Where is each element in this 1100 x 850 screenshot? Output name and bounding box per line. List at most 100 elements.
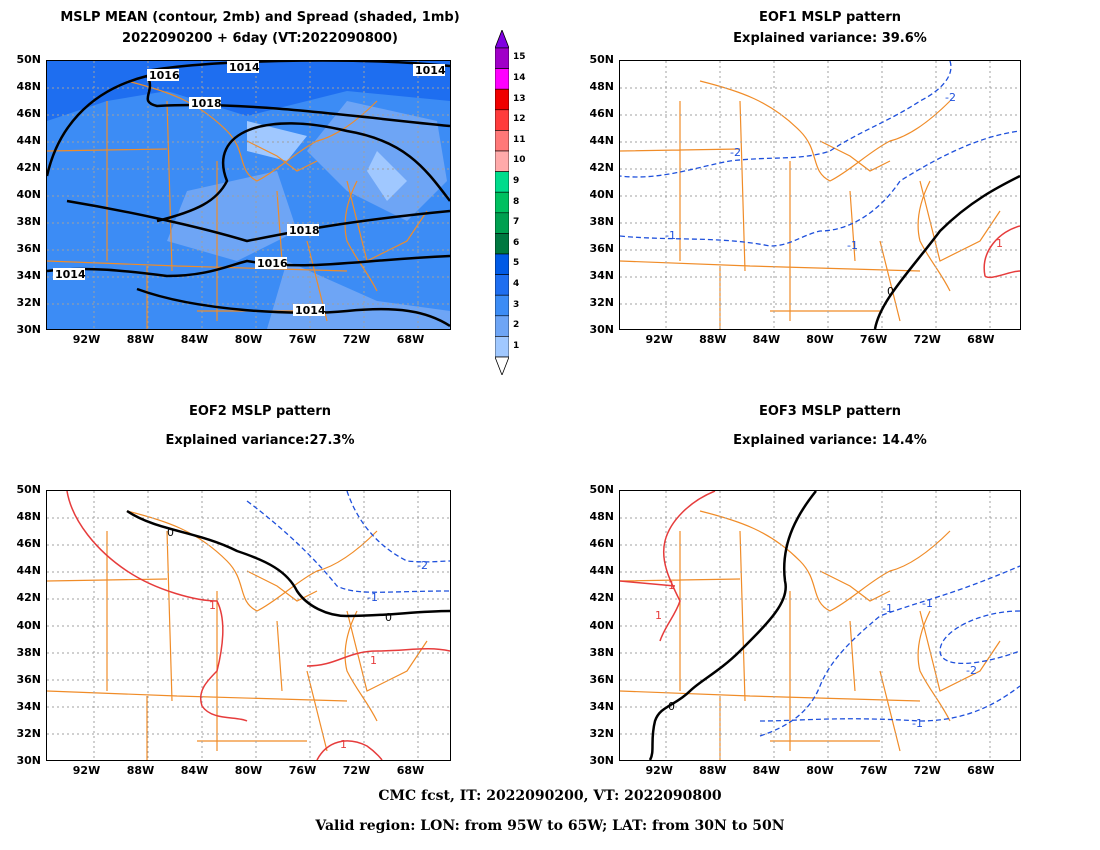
latitude-tick-label: 46N [16,537,41,551]
longitude-tick-label: 80W [234,764,263,777]
longitude-tick-label: 72W [342,333,371,346]
longitude-tick-label: 72W [913,333,941,346]
colorbar-label: 12 [513,114,526,125]
latitude-tick-label: 32N [589,726,614,740]
latitude-tick-label: 38N [16,645,41,659]
latitude-tick-label: 34N [589,699,614,713]
colorbar-swatch [495,47,509,69]
longitude-tick-label: 92W [72,333,101,346]
latitude-tick-label: 46N [16,107,41,120]
eof2-title-line2: Explained variance:27.3% [165,433,355,448]
eof3-contour-label: 1 [668,579,675,592]
latitude-tick-label: 40N [16,618,41,632]
eof3-contour-label: 1 [655,609,662,622]
colorbar-swatch [495,109,509,131]
mean-contour-label: 1016 [149,69,180,82]
latitude-tick-label: 44N [16,134,41,147]
latitude-tick-label: 32N [16,726,41,740]
colorbar-label: 9 [513,175,520,186]
eof2-contour-label: 1 [340,738,347,751]
footer-line1: CMC fcst, IT: 2022090200, VT: 2022090800 [378,788,722,804]
longitude-tick-label: 76W [288,333,317,346]
longitude-tick-label: 84W [180,764,209,777]
eof2-map: 0 -2 -1 0 1 1 1 [46,490,451,761]
colorbar-label: 1 [513,340,520,351]
eof1-title-line1: EOF1 MSLP pattern [758,10,901,25]
eof1-contour-label: -1 [847,239,858,252]
colorbar-label: 6 [513,237,520,248]
mean-contour-label: 1014 [229,61,260,74]
eof2-contour-label: -2 [417,559,428,572]
latitude-tick-label: 40N [589,188,614,201]
colorbar-label: 3 [513,299,520,310]
longitude-tick-label: 92W [645,333,673,346]
longitude-tick-label: 80W [806,764,834,777]
latitude-tick-label: 50N [589,483,614,496]
latitude-tick-label: 36N [589,672,614,686]
latitude-tick-label: 36N [589,242,614,255]
eof3-contour-label: -1 [882,602,893,615]
mean-contour-label: 1018 [191,97,222,110]
eof1-panel-title: EOF1 MSLP pattern Explained variance: 39… [620,10,1040,46]
eof3-contour-label: 0 [668,700,675,713]
latitude-tick-label: 36N [16,672,41,686]
colorbar-swatch [495,274,509,296]
eof1-contour-label: -1 [665,229,676,242]
longitude-tick-label: 84W [180,333,209,346]
eof1-contour-label: -2 [945,91,956,104]
latitude-tick-label: 32N [589,296,614,309]
eof3-title-line1: EOF3 MSLP pattern [758,404,901,419]
latitude-tick-label: 42N [589,591,614,605]
longitude-tick-label: 92W [645,764,673,777]
latitude-tick-label: 48N [589,510,614,524]
colorbar-label: 10 [513,155,526,166]
longitude-tick-label: 80W [234,333,263,346]
longitude-tick-label: 88W [126,764,155,777]
colorbar-label: 11 [513,134,526,145]
latitude-tick-label: 50N [589,53,614,66]
longitude-tick-label: 88W [699,764,727,777]
colorbar-swatch [495,130,509,152]
eof1-contour-label: -2 [730,146,741,159]
mean-contour-label: 1018 [289,224,320,237]
longitude-tick-label: 76W [859,764,888,777]
mean-map: 1014 1016 1018 1018 1016 1014 1014 1014 [46,60,451,330]
latitude-tick-label: 34N [16,269,41,282]
latitude-tick-label: 32N [16,296,41,309]
mean-title-line1: MSLP MEAN (contour, 2mb) and Spread (sha… [60,10,460,25]
latitude-tick-label: 38N [16,215,41,228]
latitude-tick-label: 36N [16,242,41,255]
eof3-panel-title: EOF3 MSLP pattern Explained variance: 14… [620,404,1040,448]
eof1-contour-label: 0 [887,285,894,298]
colorbar-swatch [495,171,509,193]
latitude-tick-label: 30N [16,754,41,767]
latitude-tick-label: 48N [16,510,41,524]
colorbar-swatch [495,191,509,214]
colorbar-label: 4 [513,278,520,289]
eof1-title-line2: Explained variance: 39.6% [733,31,927,46]
mean-panel-title: MSLP MEAN (contour, 2mb) and Spread (sha… [30,10,490,46]
latitude-tick-label: 42N [16,161,41,174]
colorbar-label: 13 [513,93,526,104]
latitude-tick-label: 44N [589,134,614,147]
eof2-contour-label: -1 [367,591,378,604]
latitude-tick-label: 30N [16,323,41,336]
mean-contour-label: 1016 [257,257,288,270]
longitude-tick-label: 80W [806,333,834,346]
colorbar-swatch [495,212,509,234]
mean-contour-label: 1014 [55,268,86,281]
longitude-tick-label: 68W [967,764,995,777]
colorbar-label: 5 [513,258,520,269]
longitude-tick-label: 68W [396,333,425,346]
eof2-contour-label: 0 [385,611,392,624]
longitude-tick-label: 76W [859,333,888,346]
latitude-tick-label: 30N [589,754,614,767]
latitude-tick-label: 38N [589,645,614,659]
colorbar-label: 14 [513,72,526,83]
eof3-contour-label: -2 [966,664,977,677]
longitude-tick-label: 92W [72,764,101,777]
longitude-tick-label: 68W [396,764,425,777]
latitude-tick-label: 44N [16,564,41,578]
eof3-title-line2: Explained variance: 14.4% [733,433,927,448]
eof3-map: 1 1 -1 -1 -2 -1 0 [619,490,1021,761]
